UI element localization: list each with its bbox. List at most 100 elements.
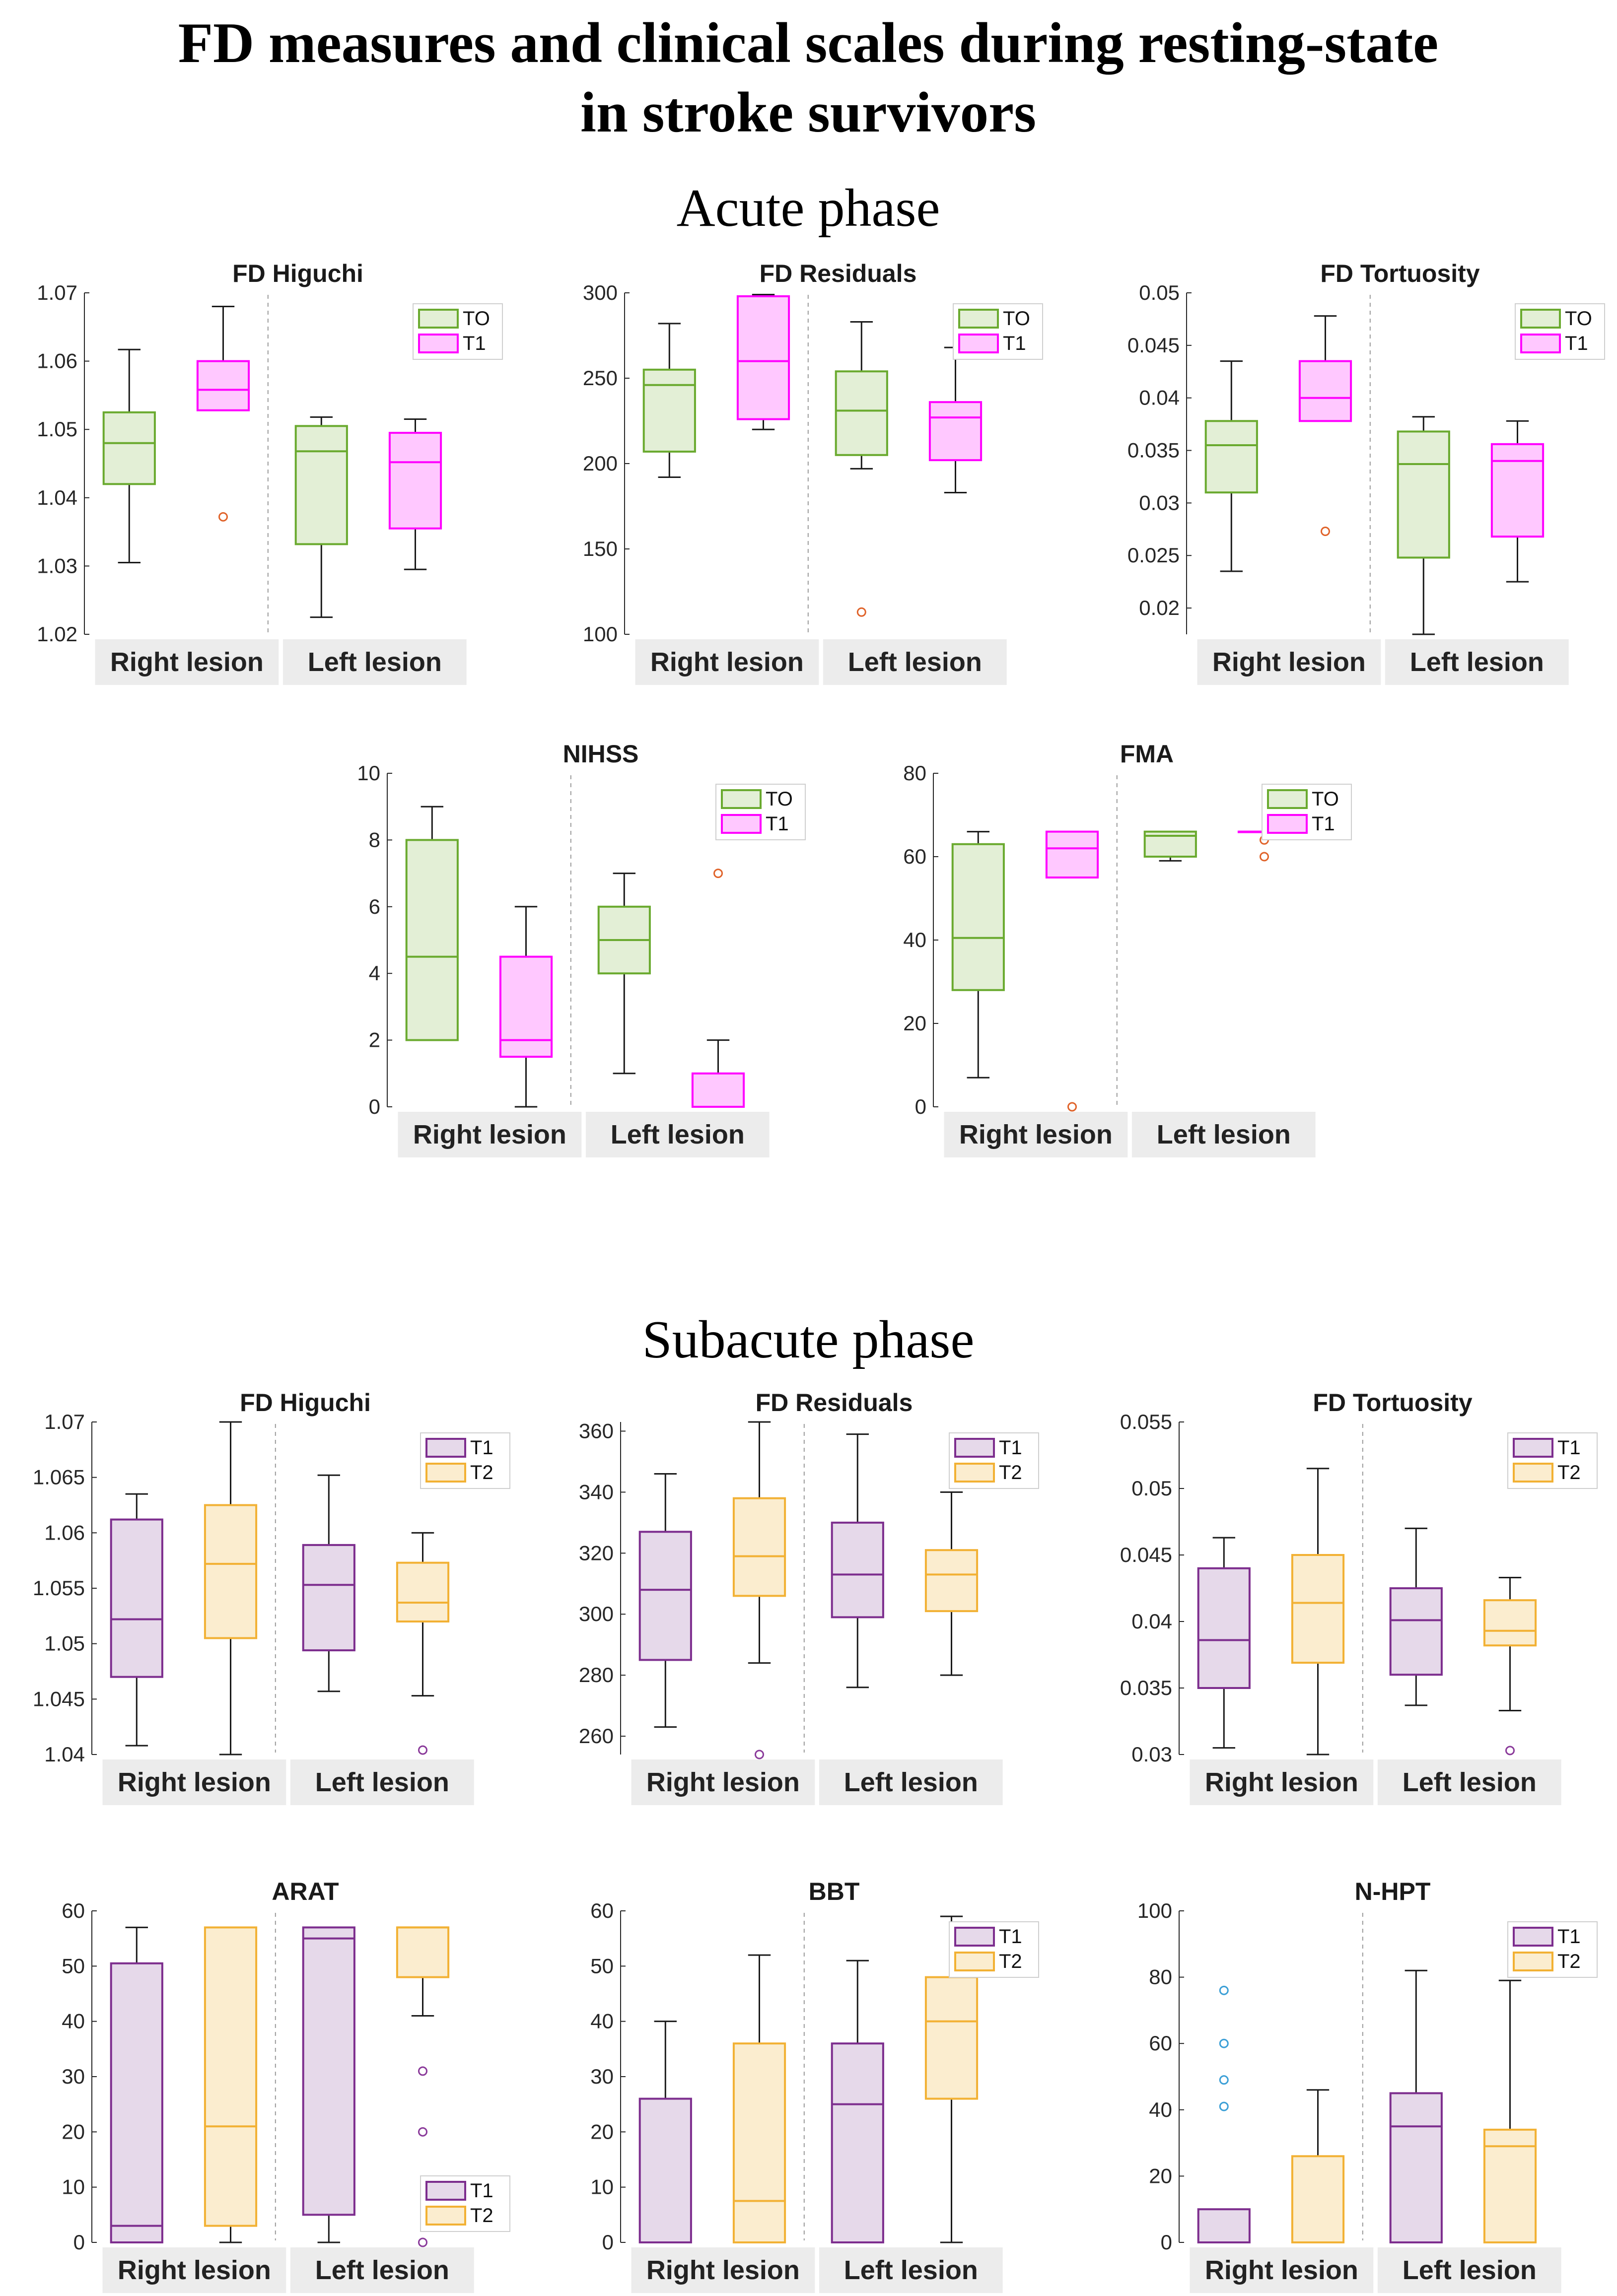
acute-fma-right-lesion-to-box (951, 843, 1005, 991)
acute-fd-residuals-left-lesion-to-outlier (856, 607, 866, 617)
acute-fd-higuchi-legend-label-t1: T1 (463, 333, 486, 354)
subacute-n-hpt-chart: N-HPT 0 20 40 60 80 100 Right lesion Left lesion… (1137, 1878, 1598, 2293)
acute-fd-residuals-right-lesion-to-boxplot (642, 323, 696, 478)
subacute-fd-residuals-y-tick-label: 360 (579, 1419, 614, 1442)
acute-fd-tortuosity-y-tick-label: 0.035 (1127, 439, 1180, 462)
acute-fma-right-lesion-label: Right lesion (959, 1120, 1113, 1149)
acute-fma-left-lesion-label-background (1131, 1112, 1316, 1157)
acute-fma-right-lesion-to-boxplot (951, 831, 1005, 1079)
acute-fma-left-lesion-to-boxplot (1143, 830, 1197, 862)
acute-fd-residuals-left-lesion-label: Left lesion (848, 647, 982, 677)
subacute-fd-higuchi-chart: FD Higuchi 1.04 1.045 1.05 1.055 1.06 1.065 1.0… (33, 1389, 510, 1805)
acute-fma-legend-swatch-t1 (1267, 814, 1308, 834)
subacute-n-hpt-left-lesion-t2-box (1483, 2128, 1537, 2243)
subacute-n-hpt-left-lesion-label: Left lesion (1403, 2255, 1537, 2285)
acute-fma-title: FMA (1120, 740, 1174, 768)
acute-fd-tortuosity-legend-label-t1: T1 (1565, 333, 1588, 354)
acute-nihss-right-lesion-label: Right lesion (413, 1120, 566, 1149)
subacute-fd-tortuosity-left-lesion-label: Left lesion (1403, 1767, 1537, 1797)
acute-fd-tortuosity-title: FD Tortuosity (1320, 260, 1479, 287)
subacute-arat-right-lesion-t1-boxplot (110, 1926, 163, 2243)
subacute-n-hpt-left-lesion-t2-boxplot (1483, 1979, 1537, 2243)
acute-fd-higuchi-left-lesion-t1-box (388, 432, 442, 530)
acute-fd-higuchi-y-tick-label: 1.06 (37, 349, 77, 373)
subacute-fd-higuchi-legend-label-t2: T2 (470, 1462, 493, 1484)
acute-fd-higuchi-right-lesion-t1-boxplot (196, 306, 250, 522)
acute-fma-y-tick-label: 80 (903, 761, 926, 785)
subacute-fd-residuals-legend-label-t2: T2 (999, 1462, 1022, 1484)
acute-fd-residuals-left-lesion-to-box (835, 370, 888, 456)
subacute-fd-higuchi-right-lesion-t2-boxplot (204, 1421, 258, 1756)
acute-fd-higuchi-right-lesion-t1-box (196, 360, 250, 411)
acute-fd-tortuosity-right-lesion-label: Right lesion (1212, 647, 1366, 677)
subacute-bbt-right-lesion-t2-box (732, 2042, 786, 2244)
subacute-bbt-left-lesion-label-background (819, 2247, 1003, 2293)
acute-fd-residuals-y-tick-label: 100 (583, 622, 618, 646)
acute-fd-residuals-y-tick-label: 200 (583, 452, 618, 475)
subacute-bbt-chart: BBT 0 10 20 30 40 50 60 Right lesion Left lesion T… (590, 1878, 1039, 2293)
subacute-fd-higuchi-y-tick-label: 1.07 (44, 1410, 85, 1433)
acute-nihss-y-tick-label: 6 (369, 895, 380, 918)
subacute-fd-tortuosity-right-lesion-t2-box (1291, 1554, 1345, 1664)
subacute-n-hpt-right-lesion-t1-outlier (1219, 2101, 1229, 2111)
acute-fd-higuchi-y-tick-label: 1.03 (37, 554, 77, 577)
subacute-fd-higuchi-left-lesion-t2-outlier (418, 1745, 427, 1755)
subacute-n-hpt-left-lesion-t1-box (1389, 2092, 1443, 2243)
acute-fd-higuchi-legend-label-to: TO (463, 308, 490, 330)
subacute-fd-residuals-left-lesion-t2-boxplot (924, 1491, 979, 1676)
subacute-bbt-left-lesion-t1-boxplot (831, 1959, 884, 2244)
subacute-bbt-y-tick-label: 40 (590, 2010, 614, 2033)
acute-fma-y-tick-label: 20 (903, 1012, 926, 1035)
subacute-fd-higuchi-legend-swatch-t2 (425, 1463, 466, 1483)
subacute-n-hpt-right-lesion-t1-outlier (1219, 2075, 1229, 2085)
acute-fd-higuchi-legend-swatch-t1 (418, 334, 459, 353)
subacute-fd-residuals-left-lesion-label-background (819, 1759, 1003, 1805)
subacute-fd-residuals-right-lesion-label-background (631, 1759, 815, 1805)
acute-fd-tortuosity-left-lesion-label: Left lesion (1410, 647, 1544, 677)
acute-fd-tortuosity-y-tick-label: 0.04 (1139, 386, 1180, 409)
subacute-arat-y-tick-label: 20 (62, 2120, 85, 2143)
acute-fd-tortuosity-y-tick-label: 0.05 (1139, 281, 1180, 304)
figure-title-line-1: FD measures and clinical scales during r… (178, 11, 1438, 74)
acute-fma-legend-swatch-to (1267, 789, 1308, 809)
acute-nihss-left-lesion-label-background (585, 1112, 770, 1157)
subacute-n-hpt-y-tick-label: 0 (1161, 2230, 1172, 2254)
acute-fma-left-lesion-label: Left lesion (1157, 1120, 1291, 1149)
subacute-arat-y-tick-label: 0 (73, 2230, 85, 2254)
subacute-arat-right-lesion-label-background (102, 2247, 286, 2293)
subacute-fd-tortuosity-title: FD Tortuosity (1313, 1389, 1472, 1417)
subacute-n-hpt-right-lesion-t1-outlier (1219, 2038, 1229, 2048)
subacute-fd-higuchi-title: FD Higuchi (240, 1389, 371, 1417)
subacute-bbt-left-lesion-label: Left lesion (844, 2255, 978, 2285)
acute-nihss-right-lesion-t1-boxplot (499, 906, 553, 1108)
subacute-fd-tortuosity-right-lesion-label: Right lesion (1205, 1767, 1358, 1797)
subacute-n-hpt-title: N-HPT (1355, 1878, 1431, 1905)
subacute-fd-tortuosity-chart: FD Tortuosity 0.03 0.035 0.04 0.045 0.05 0.055… (1120, 1389, 1598, 1805)
subacute-fd-higuchi-legend-swatch-t1 (425, 1438, 466, 1458)
acute-fd-tortuosity-right-lesion-to-box (1204, 420, 1258, 494)
subacute-arat-chart: ARAT 0 10 20 30 40 50 60 Right lesion Left lesion… (62, 1878, 510, 2293)
acute-nihss-legend-label-t1: T1 (766, 813, 789, 835)
acute-fd-tortuosity-left-lesion-t1-boxplot (1490, 420, 1545, 583)
subacute-fd-higuchi-y-tick-label: 1.055 (33, 1576, 85, 1600)
acute-fd-residuals-y-tick-label: 150 (583, 537, 618, 560)
subacute-n-hpt-y-tick-label: 20 (1149, 2164, 1172, 2187)
subacute-arat-y-tick-label: 10 (62, 2175, 85, 2199)
subacute-arat-left-lesion-t2-outlier (418, 2127, 427, 2137)
subacute-fd-residuals-right-lesion-t2-outlier (755, 1750, 764, 1759)
subacute-fd-higuchi-legend-label-t1: T1 (470, 1437, 493, 1459)
subacute-n-hpt-right-lesion-label-background (1190, 2247, 1374, 2293)
acute-fd-higuchi-y-tick-label: 1.05 (37, 417, 77, 441)
acute-nihss-right-lesion-to-boxplot (405, 806, 459, 1041)
acute-nihss-legend-label-to: TO (766, 788, 793, 810)
subacute-fd-residuals-right-lesion-t2-box (732, 1497, 786, 1597)
subacute-n-hpt-y-tick-label: 60 (1149, 2031, 1172, 2055)
subacute-fd-higuchi-right-lesion-t2-box (204, 1504, 258, 1639)
acute-nihss-chart: NIHSS 0 2 4 6 8 10 Right lesion Left lesion TO T1 (357, 740, 806, 1157)
subacute-fd-tortuosity-left-lesion-t1-box (1389, 1587, 1443, 1676)
acute-fd-residuals-legend-swatch-to (958, 309, 999, 329)
subacute-n-hpt-legend-swatch-t2 (1513, 1952, 1553, 1971)
subacute-fd-residuals-left-lesion-t1-box (831, 1521, 884, 1619)
subacute-fd-tortuosity-legend-swatch-t2 (1513, 1463, 1553, 1483)
